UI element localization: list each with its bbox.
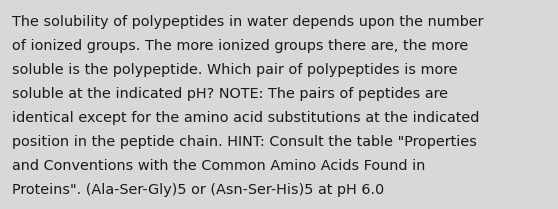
- Text: and Conventions with the Common Amino Acids Found in: and Conventions with the Common Amino Ac…: [12, 159, 426, 173]
- Text: identical except for the amino acid substitutions at the indicated: identical except for the amino acid subs…: [12, 111, 480, 125]
- Text: soluble at the indicated pH? NOTE: The pairs of peptides are: soluble at the indicated pH? NOTE: The p…: [12, 87, 448, 101]
- Text: Proteins". (Ala-Ser-Gly)5 or (Asn-Ser-His)5 at pH 6.0: Proteins". (Ala-Ser-Gly)5 or (Asn-Ser-Hi…: [12, 183, 384, 197]
- Text: of ionized groups. The more ionized groups there are, the more: of ionized groups. The more ionized grou…: [12, 39, 469, 53]
- Text: The solubility of polypeptides in water depends upon the number: The solubility of polypeptides in water …: [12, 15, 484, 29]
- Text: position in the peptide chain. HINT: Consult the table "Properties: position in the peptide chain. HINT: Con…: [12, 135, 477, 149]
- Text: soluble is the polypeptide. Which pair of polypeptides is more: soluble is the polypeptide. Which pair o…: [12, 63, 458, 77]
